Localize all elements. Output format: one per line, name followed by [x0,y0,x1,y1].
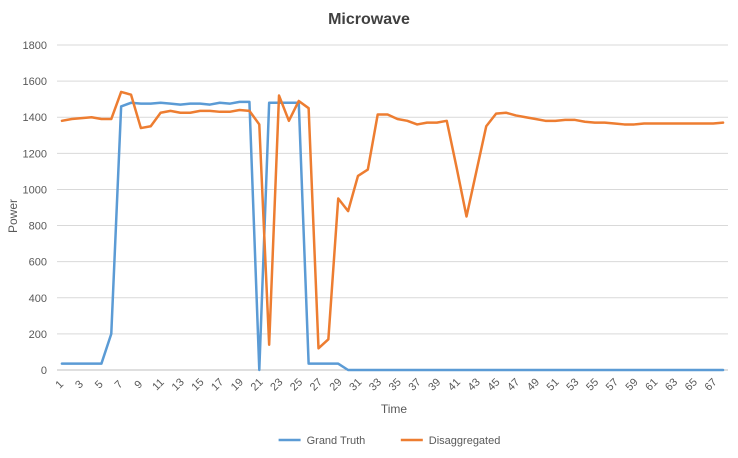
x-tick-label: 51 [545,376,562,393]
y-tick-label: 1600 [23,76,47,88]
y-tick-label: 400 [29,293,47,305]
x-tick-label: 55 [584,376,601,393]
series-lines [62,92,723,370]
x-tick-label: 31 [347,376,364,393]
x-tick-label: 57 [604,376,621,393]
y-axis-tick-labels: 0 200 400 600 800 1000 1200 1400 1600 1800 [23,40,47,377]
x-tick-label: 17 [209,376,226,393]
x-axis-title: Time [381,402,408,416]
x-tick-label: 19 [229,376,246,393]
x-tick-label: 23 [268,376,285,393]
x-tick-label: 21 [249,376,266,393]
legend-label: Grand Truth [307,435,366,447]
x-tick-label: 63 [663,376,680,393]
legend-label: Disaggregated [429,435,501,447]
y-axis-title: Power [6,199,20,233]
x-tick-label: 27 [308,376,325,393]
x-tick-label: 15 [189,376,206,393]
series-line-grand-truth [62,102,723,370]
x-tick-label: 11 [150,377,167,394]
y-tick-label: 600 [29,257,47,269]
y-tick-label: 1000 [23,184,47,196]
x-tick-label: 1 [53,378,66,391]
x-tick-label: 25 [288,376,305,393]
y-tick-label: 1200 [23,148,47,160]
x-tick-label: 39 [426,376,443,393]
y-tick-label: 1800 [23,40,47,52]
x-tick-label: 37 [406,376,423,393]
y-tick-label: 200 [29,329,47,341]
x-tick-label: 47 [505,376,522,393]
x-tick-label: 13 [170,376,187,393]
x-tick-label: 67 [703,376,720,393]
x-tick-label: 49 [525,376,542,393]
x-tick-label: 43 [466,376,483,393]
chart-title: Microwave [328,11,410,28]
x-tick-label: 7 [113,378,126,391]
x-tick-label: 9 [132,378,145,391]
x-tick-label: 59 [624,376,641,393]
x-tick-label: 29 [328,376,345,393]
x-tick-label: 5 [93,378,106,391]
x-tick-label: 41 [446,376,463,393]
x-tick-label: 3 [73,378,86,391]
x-tick-label: 45 [485,376,502,393]
x-tick-label: 35 [387,376,404,393]
legend: Grand Truth Disaggregated [279,435,501,447]
x-tick-label: 33 [367,376,384,393]
y-tick-label: 800 [29,221,47,233]
series-line-disaggregated [62,92,723,348]
x-tick-label: 53 [564,376,581,393]
gridlines [57,45,728,334]
y-tick-label: 0 [41,365,47,377]
x-tick-label: 61 [643,376,660,393]
y-tick-label: 1400 [23,112,47,124]
x-tick-label: 65 [683,376,700,393]
x-axis-tick-labels: 1 3 5 7 9 11 13 15 17 19 21 23 25 27 29 31 33 35 37 39 41 43 4… [53,376,719,393]
